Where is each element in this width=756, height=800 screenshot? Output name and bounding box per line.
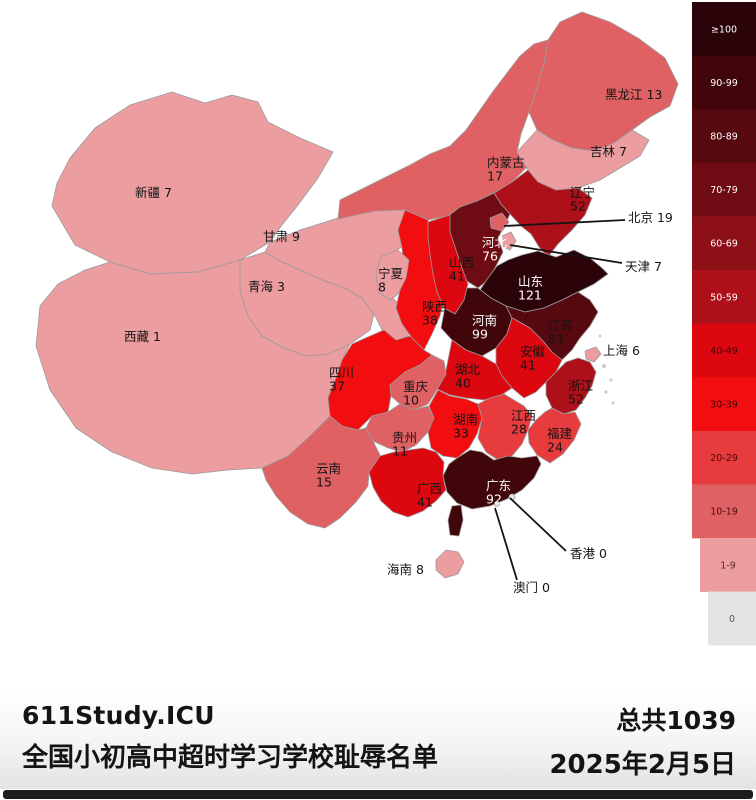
legend-label-1: 90-99 [710,78,738,89]
report-date: 2025年2月5日 [549,750,736,780]
legend-swatch-1 [692,55,756,110]
callout-hongkong-line [509,497,567,552]
map-label-ningxia: 宁夏 8 [378,266,404,295]
legend-label-3: 70-79 [710,185,738,196]
callout-beijing-line [503,219,626,227]
legend-swatch-9 [692,484,756,539]
legend-swatch-11 [708,591,756,646]
map-label-anhui: 安徽 41 [520,344,546,373]
coastal-islet-1 [609,378,613,382]
site-title: 611Study.ICU [22,701,215,730]
map-label-hubei: 湖北 40 [455,362,481,391]
map-label-shandong: 山东 121 [518,274,543,303]
province-ningxia [375,249,410,301]
map-label-macau: 澳门 0 [513,580,550,595]
map-label-hainan: 海南 8 [387,562,424,577]
map-label-henan: 河南 99 [472,313,497,342]
china-choropleth-map: 新疆 7 甘肃 9 青海 3 西藏 1 宁夏 8 陕西 38 内蒙古 17 黑龙江 13 吉林 7 辽宁… [35,2,756,646]
province-hunan [427,389,483,459]
footer-right: 总共1039 2025年2月5日 [549,701,736,781]
province-jiangxi [477,393,533,461]
map-label-guangdong: 广东 92 [486,478,511,507]
footer-left: 611Study.ICU 全国小初高中超时学习学校耻辱名单 [22,701,438,774]
province-anhui [495,317,563,399]
legend-label-5: 50-59 [710,292,738,303]
legend-swatch-5 [692,270,756,324]
callout-macau-line [494,507,518,581]
coastal-islet-0 [602,364,606,368]
map-label-jiangsu: 江苏 83 [548,318,573,347]
province-fujian [527,407,582,464]
bottom-home-indicator-bar [3,790,753,799]
province-xinjiang [51,91,334,275]
map-label-fujian: 福建 24 [547,426,573,455]
coastal-islet-2 [604,390,608,394]
map-label-shanghai: 上海 6 [603,343,640,358]
province-guangdong-peninsula [447,504,464,537]
legend-swatch-10 [700,538,756,592]
map-label-shaanxi: 陕西 38 [422,299,447,328]
legend-swatch-8 [692,430,756,485]
legend-swatch-6 [692,323,756,378]
province-hainan [435,549,465,579]
map-label-heilongjiang: 黑龙江 13 [605,87,662,102]
legend-label-6: 40-49 [710,346,738,357]
legend-label-2: 80-89 [710,132,738,143]
province-yunnan [261,415,381,529]
map-label-jiangxi: 江西 28 [511,408,536,437]
coastal-islet-3 [611,401,615,405]
legend-label-4: 60-69 [710,239,738,250]
legend-label-11: 0 [729,614,735,625]
map-label-hongkong: 香港 0 [570,546,607,561]
site-subtitle: 全国小初高中超时学习学校耻辱名单 [22,743,439,773]
map-label-guizhou: 贵州 11 [392,430,417,459]
total-count: 总共1039 [616,706,736,735]
map-label-yunnan: 云南 15 [316,461,341,490]
province-guangdong [442,449,542,510]
legend-label-8: 20-29 [710,453,738,464]
legend-label-10: 1-9 [720,560,736,571]
footer: 611Study.ICU 全国小初高中超时学习学校耻辱名单 总共1039 202… [0,688,756,789]
province-macau [494,501,500,507]
map-label-beijing: 北京 19 [628,210,673,225]
map-label-xinjiang: 新疆 7 [135,185,172,200]
legend-swatch-2 [692,109,756,164]
legend-swatch-0 [692,2,756,56]
callout-tianjin-line [509,244,623,264]
province-chongqing [389,354,447,411]
map-label-chongqing: 重庆 10 [403,379,429,408]
province-zhejiang [545,357,597,415]
map-label-tianjin: 天津 7 [625,259,662,274]
map-label-zhejiang: 浙江 52 [568,378,593,407]
legend-label-0: ≥100 [711,24,737,35]
province-shanxi [427,214,469,315]
map-label-jilin: 吉林 7 [590,144,627,159]
map-label-shanxi: 山西 41 [449,255,474,284]
legend-swatch-3 [692,162,756,217]
map-label-hunan: 湖南 33 [453,412,478,441]
map-label-xizang: 西藏 1 [124,329,161,344]
legend-swatch-4 [692,216,756,271]
province-shanghai [584,346,602,363]
map-label-hebei: 河北 76 [482,235,508,264]
map-label-liaoning: 辽宁 52 [570,185,595,214]
legend-swatch-7 [692,377,756,432]
map-label-neimenggu: 内蒙古 17 [487,155,525,184]
province-heilongjiang [528,11,679,152]
legend-label-9: 10-19 [710,507,738,518]
map-label-gansu: 甘肃 9 [263,229,300,244]
map-label-guangxi: 广西 41 [417,481,442,510]
coastal-islet-4 [598,334,602,338]
map-label-qinghai: 青海 3 [248,279,285,294]
map-label-sichuan: 四川 37 [329,365,354,394]
legend-label-7: 30-39 [710,400,738,411]
